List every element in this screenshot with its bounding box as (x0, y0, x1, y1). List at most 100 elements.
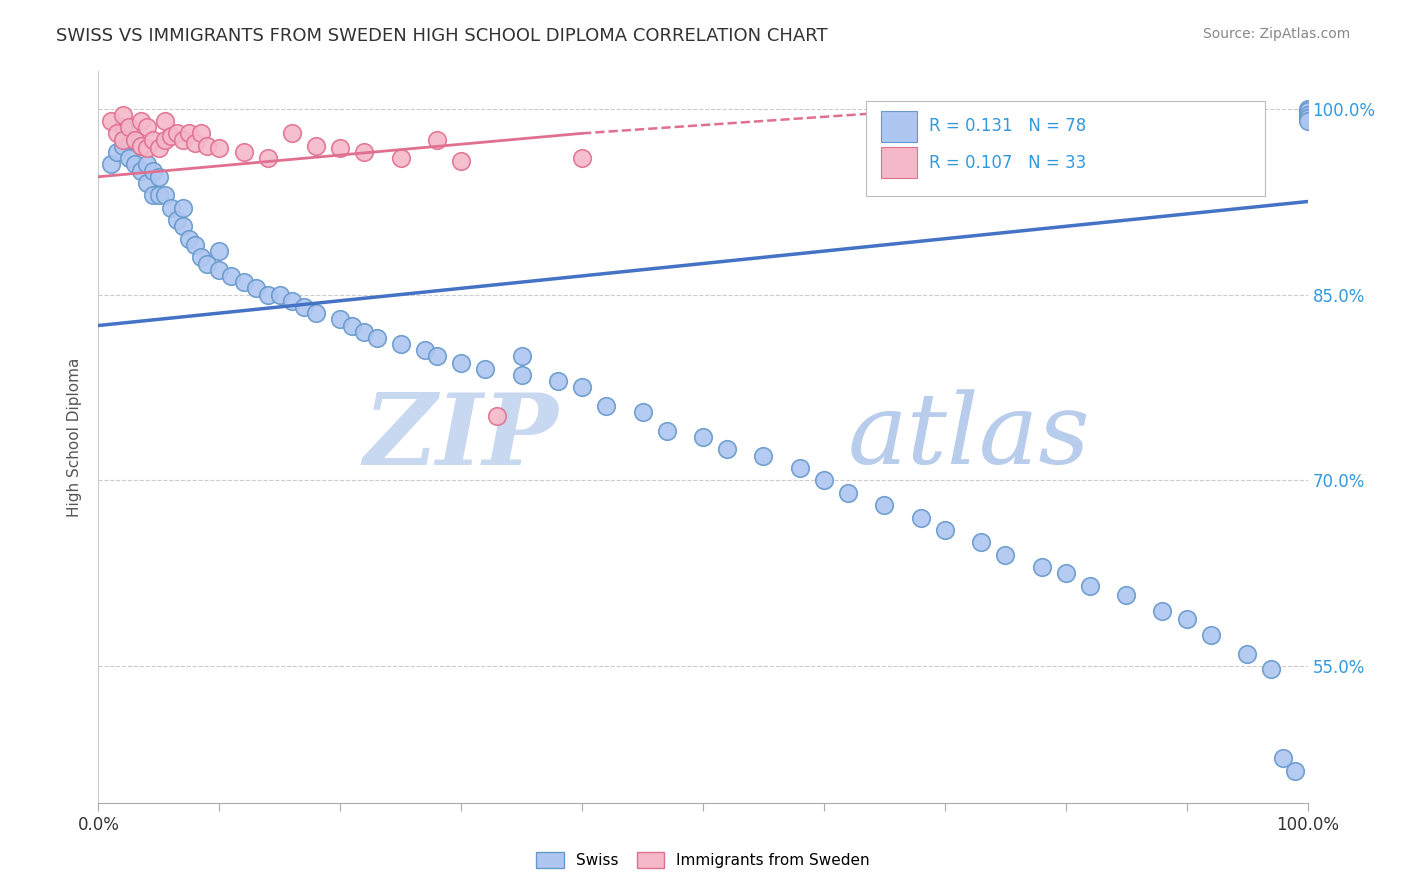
Point (195, 256, 218, 270)
Point (1272, 751, 1295, 765)
Point (450, 153, 472, 168)
Point (184, 136, 207, 151)
Text: SWISS VS IMMIGRANTS FROM SWEDEN HIGH SCHOOL DIPLOMA CORRELATION CHART: SWISS VS IMMIGRANTS FROM SWEDEN HIGH SCH… (56, 27, 828, 45)
Point (111, 132, 134, 146)
Point (281, 126, 304, 140)
Point (221, 268, 243, 283)
Point (208, 244, 231, 259)
Point (366, 331, 388, 345)
Text: ZIP: ZIP (363, 389, 558, 485)
Point (342, 318, 364, 333)
Point (135, 157, 157, 171)
Point (510, 350, 533, 364)
Point (153, 188, 176, 202)
Point (142, 132, 165, 146)
Point (148, 188, 170, 202)
Point (232, 275, 254, 289)
Point (118, 151, 141, 165)
Point (1115, 588, 1137, 602)
Point (329, 312, 352, 326)
Point (118, 120, 141, 135)
Point (135, 120, 157, 135)
Point (1152, 604, 1174, 618)
Text: R = 0.107   N = 33: R = 0.107 N = 33 (929, 153, 1087, 172)
Point (716, 442, 738, 457)
Point (595, 399, 617, 413)
Point (100, 157, 122, 171)
Point (329, 141, 352, 155)
Point (160, 128, 183, 143)
Point (135, 176, 157, 190)
Point (426, 132, 449, 146)
Point (179, 232, 201, 246)
Point (486, 409, 509, 423)
Point (172, 219, 194, 234)
Point (305, 306, 328, 320)
Point (100, 114, 122, 128)
Point (1284, 764, 1306, 778)
Point (148, 169, 170, 184)
Point (692, 430, 714, 444)
Point (1031, 560, 1053, 574)
Point (190, 126, 212, 140)
Point (873, 498, 896, 512)
Point (631, 405, 654, 419)
Point (813, 474, 835, 488)
Point (994, 548, 1017, 562)
Point (111, 108, 134, 122)
Point (105, 126, 128, 140)
Point (208, 141, 231, 155)
Point (135, 141, 157, 155)
Point (571, 151, 593, 165)
Point (129, 114, 152, 128)
FancyBboxPatch shape (880, 111, 917, 142)
Point (292, 300, 315, 314)
FancyBboxPatch shape (866, 101, 1265, 195)
Point (160, 201, 183, 215)
Point (153, 132, 176, 146)
Point (1054, 566, 1077, 581)
Point (142, 163, 165, 178)
Point (1236, 647, 1258, 661)
Point (1296, 112, 1319, 126)
Point (129, 138, 152, 153)
Point (118, 132, 141, 146)
Point (413, 343, 436, 358)
Point (153, 114, 176, 128)
Point (1296, 114, 1319, 128)
Point (124, 132, 146, 146)
Point (474, 362, 496, 376)
Point (1296, 103, 1319, 118)
Point (510, 368, 533, 383)
Point (910, 510, 932, 524)
Point (389, 337, 412, 351)
Point (166, 213, 188, 227)
Point (195, 138, 218, 153)
Point (232, 145, 254, 159)
Point (148, 141, 170, 155)
Point (1260, 662, 1282, 676)
Point (142, 188, 165, 202)
Point (305, 138, 328, 153)
Point (208, 262, 231, 277)
Point (655, 424, 678, 438)
Text: atlas: atlas (848, 390, 1091, 484)
Point (124, 132, 146, 146)
Point (934, 523, 956, 537)
Legend: Swiss, Immigrants from Sweden: Swiss, Immigrants from Sweden (536, 853, 870, 868)
Y-axis label: High School Diploma: High School Diploma (67, 358, 83, 516)
Point (353, 145, 375, 159)
Point (1296, 108, 1319, 122)
Point (389, 151, 412, 165)
Point (353, 325, 375, 339)
Point (184, 238, 207, 252)
Point (1296, 102, 1319, 116)
Point (571, 380, 593, 394)
Point (179, 126, 201, 140)
Point (1175, 612, 1198, 626)
Text: Source: ZipAtlas.com: Source: ZipAtlas.com (1202, 27, 1350, 41)
Point (269, 287, 291, 301)
Point (426, 350, 449, 364)
Point (172, 201, 194, 215)
Point (166, 126, 188, 140)
